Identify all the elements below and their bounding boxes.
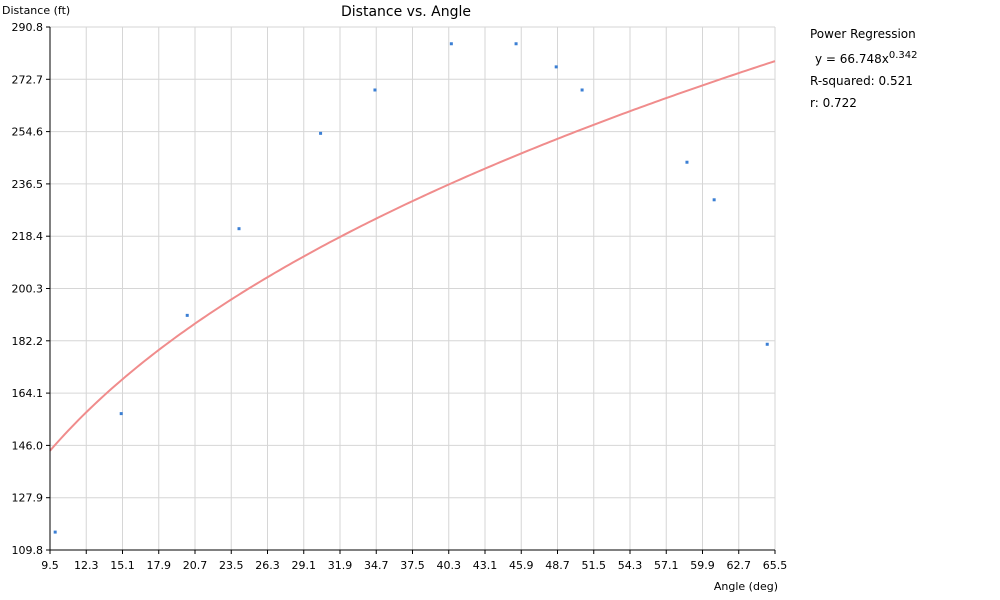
x-tick-label: 37.5 [400,559,425,572]
x-tick-label: 45.9 [509,559,534,572]
x-tick-label: 9.5 [41,559,59,572]
y-tick-label: 218.4 [12,230,44,243]
x-tick-label: 65.5 [763,559,788,572]
x-tick-label: 15.1 [110,559,135,572]
data-point [185,313,189,317]
data-point [373,88,377,92]
y-tick-label: 236.5 [12,178,44,191]
r-value: r: 0.722 [810,96,857,110]
x-tick-label: 12.3 [74,559,99,572]
equation-exponent: 0.342 [888,50,918,61]
y-tick-label: 290.8 [12,21,44,34]
data-point [580,88,584,92]
x-tick-label: 31.9 [328,559,353,572]
x-tick-label: 17.9 [147,559,172,572]
y-tick-label: 146.0 [12,439,44,452]
x-tick-label: 29.1 [292,559,317,572]
y-tick-label: 164.1 [12,387,44,400]
equation-base: y = 66.748x [815,52,889,66]
y-tick-label: 272.7 [12,73,44,86]
axes-layer: 9.5 12.3 15.1 17.9 20.7 23.5 26.3 29.1 31.9 34.7 3… [12,21,788,572]
regression-curve-layer [49,60,776,452]
data-point [554,65,558,69]
x-tick-label: 26.3 [255,559,280,572]
data-point [514,42,518,46]
y-tick-label: 200.3 [12,283,44,296]
x-tick-label: 23.5 [219,559,244,572]
r-squared-value: R-squared: 0.521 [810,74,913,88]
x-tick-label: 43.1 [473,559,498,572]
regression-stats-panel: Power Regression y = 66.748x0.342 R-squa… [810,23,918,114]
data-point [449,42,453,46]
regression-heading: Power Regression [810,27,916,41]
y-tick-label: 127.9 [12,492,44,505]
x-tick-label: 54.3 [618,559,643,572]
regression-equation: y = 66.748x0.342 [810,45,918,70]
y-tick-label: 254.6 [12,126,44,139]
data-point [712,198,716,202]
x-tick-label: 57.1 [654,559,679,572]
y-tick-label: 182.2 [12,335,44,348]
data-point [119,412,123,416]
data-point [237,227,241,231]
x-tick-label: 51.5 [582,559,607,572]
x-tick-label: 62.7 [727,559,752,572]
x-axis-label: Angle (deg) [714,580,778,593]
x-tick-label: 48.7 [545,559,570,572]
data-point [685,160,689,164]
chart-title: Distance vs. Angle [341,4,471,20]
grid-layer [50,26,776,550]
points-layer [53,42,769,534]
x-tick-label: 20.7 [183,559,208,572]
data-point [765,342,769,346]
x-tick-label: 40.3 [437,559,462,572]
regression-curve [49,60,776,452]
data-point [319,131,323,135]
y-tick-label: 109.8 [12,544,44,557]
x-tick-label: 59.9 [690,559,715,572]
y-axis-label: Distance (ft) [2,4,70,17]
x-tick-label: 34.7 [364,559,389,572]
data-point [53,530,57,534]
